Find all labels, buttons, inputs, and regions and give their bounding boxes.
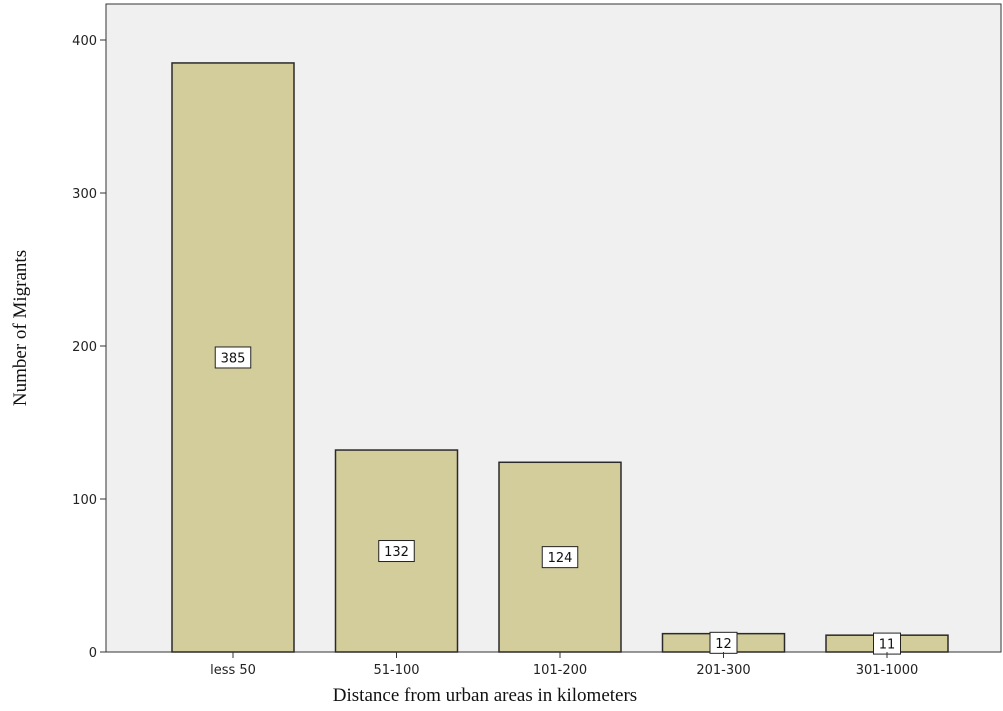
x-tick-label: 301-1000 — [856, 663, 919, 678]
data-label-box — [214, 346, 252, 369]
data-label: 12 — [715, 637, 732, 652]
x-axis-title: Distance from urban areas in kilometers — [333, 685, 637, 706]
bar-series: 385 132 124 12 11 — [171, 62, 949, 655]
y-axis: 0 100 200 300 400 — [72, 34, 106, 661]
y-tick-label: 200 — [72, 340, 97, 355]
x-tick-label: 51-100 — [373, 663, 419, 678]
x-tick-label: 201-300 — [696, 663, 750, 678]
data-label: 385 — [221, 351, 246, 366]
y-tick-label: 100 — [72, 493, 97, 508]
x-tick-label: less 50 — [210, 663, 256, 678]
data-label: 132 — [384, 545, 409, 560]
y-tick-label: 300 — [72, 187, 97, 202]
y-tick-label: 0 — [89, 646, 97, 661]
y-tick-label: 400 — [72, 34, 97, 49]
x-axis: less 50 51-100 101-200 201-300 301-1000 — [210, 652, 918, 678]
data-label-box — [378, 540, 415, 563]
x-tick-label: 101-200 — [533, 663, 587, 678]
data-label: 124 — [548, 551, 573, 566]
data-label: 11 — [879, 638, 896, 653]
data-label-box — [541, 546, 579, 569]
y-axis-title: Number of Migrants — [10, 250, 31, 406]
